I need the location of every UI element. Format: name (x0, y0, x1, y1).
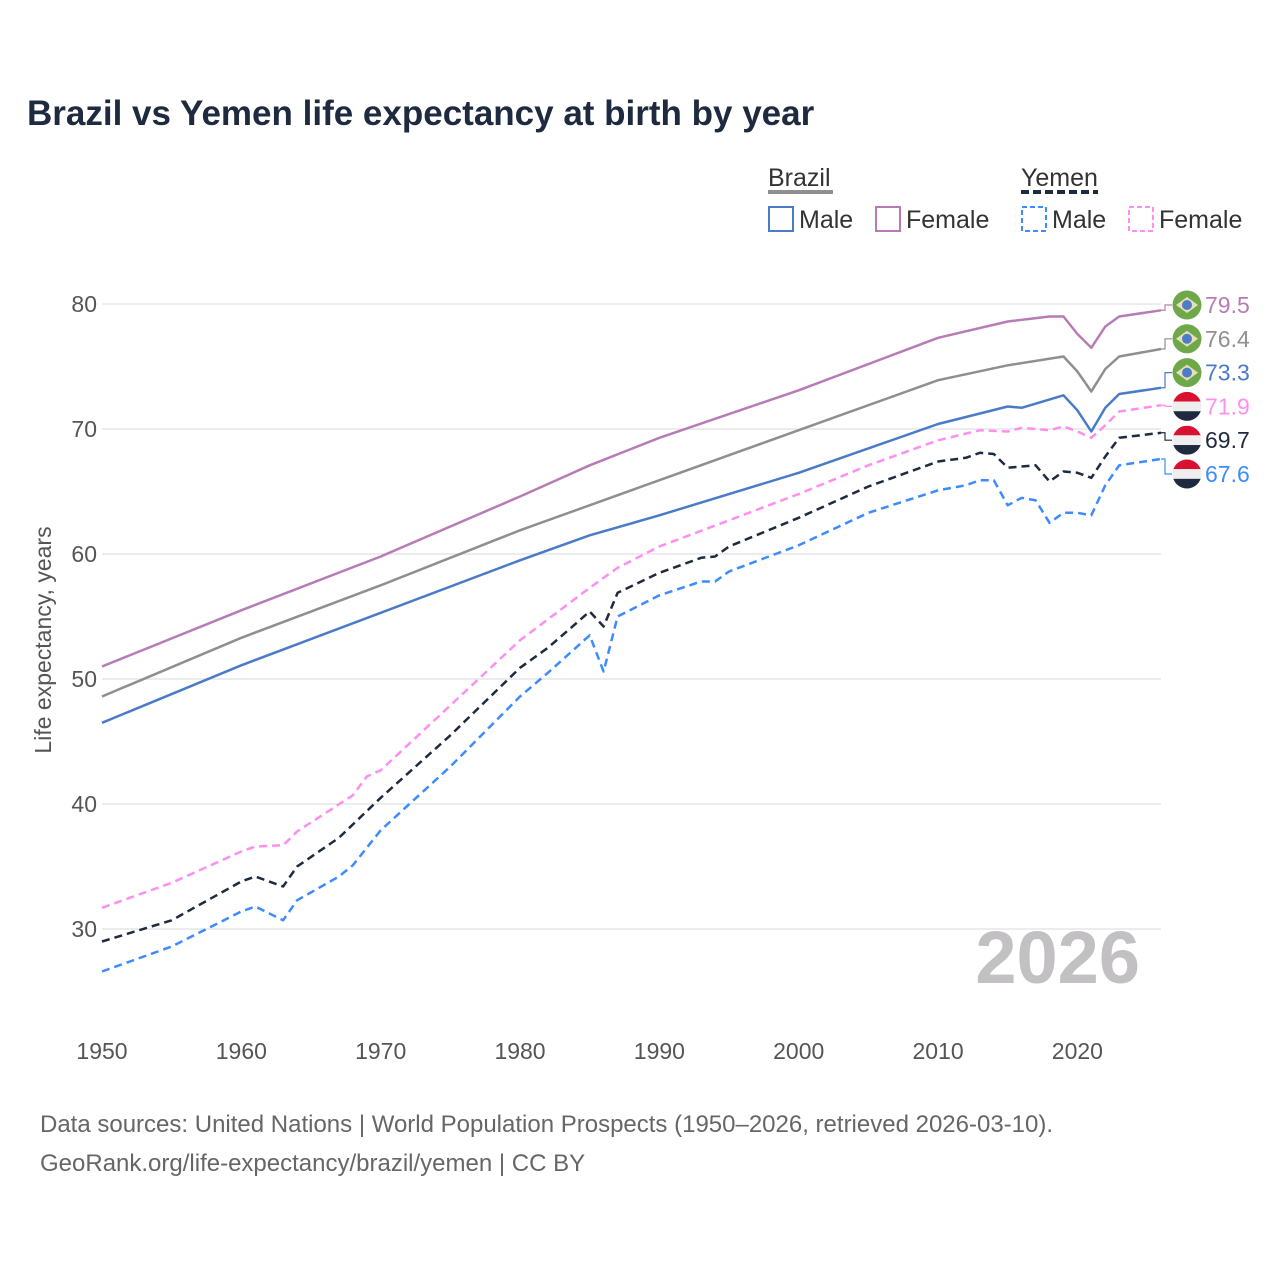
yemen-flag-icon (1172, 425, 1202, 455)
y-axis-label: Life expectancy, years (30, 526, 56, 753)
x-tick-label: 1960 (216, 1038, 267, 1064)
end-label-connector (1161, 458, 1172, 475)
legend-yemen-male-label: Male (1052, 206, 1106, 234)
y-tick-label: 30 (71, 916, 97, 942)
series-line-brazil (101, 347, 1162, 698)
end-value-label: 69.7 (1205, 427, 1250, 453)
end-labels: 79.5 76.4 73.3 71.9 69.7 67.6 (1161, 290, 1250, 489)
legend: Brazil Male Female Yemen Male Female (768, 164, 1242, 234)
axis-ticks: 30 40 50 60 70 80 1950 1960 1970 1980 1990 2000 2010… (71, 291, 1103, 1064)
legend-brazil-title: Brazil (768, 164, 831, 192)
legend-brazil-male-label: Male (799, 206, 853, 234)
y-tick-label: 50 (71, 666, 97, 692)
series-lines (101, 309, 1162, 973)
y-tick-label: 80 (71, 291, 97, 317)
end-value-label: 79.5 (1205, 292, 1250, 318)
legend-brazil-female-swatch (875, 206, 901, 232)
legend-brazil-female-label: Female (906, 206, 989, 234)
legend-yemen-title: Yemen (1021, 164, 1098, 192)
y-tick-label: 40 (71, 791, 97, 817)
series-line-yemen-female (101, 403, 1162, 909)
x-tick-label: 1950 (76, 1038, 127, 1064)
end-label-connector (1161, 372, 1172, 389)
end-value-label: 76.4 (1205, 326, 1250, 352)
year-watermark: 2026 (975, 916, 1140, 999)
end-value-label: 73.3 (1205, 360, 1250, 386)
legend-yemen-male-swatch (1021, 206, 1047, 232)
gridlines (102, 303, 1161, 930)
brazil-flag-icon (1172, 358, 1202, 388)
x-tick-label: 2020 (1052, 1038, 1103, 1064)
series-line-yemen-male (101, 457, 1162, 973)
brazil-flag-icon (1172, 324, 1202, 354)
end-value-label: 71.9 (1205, 393, 1250, 419)
end-label-connector (1161, 338, 1172, 350)
end-value-label: 67.6 (1205, 461, 1250, 487)
series-line-yemen (101, 431, 1162, 943)
y-tick-label: 60 (71, 541, 97, 567)
yemen-flag-icon (1172, 391, 1202, 421)
x-tick-label: 2010 (912, 1038, 963, 1064)
legend-yemen-female-label: Female (1159, 206, 1242, 234)
end-label-connector (1161, 432, 1172, 441)
legend-brazil-male-swatch (768, 206, 794, 232)
legend-yemen-female-swatch (1128, 206, 1154, 232)
series-line-brazil-female (101, 309, 1162, 668)
x-tick-label: 1990 (634, 1038, 685, 1064)
x-tick-label: 1970 (355, 1038, 406, 1064)
brazil-flag-icon (1172, 290, 1202, 320)
series-line-brazil-male (101, 386, 1162, 724)
x-tick-label: 1980 (494, 1038, 545, 1064)
footer-sources: Data sources: United Nations | World Pop… (40, 1111, 1054, 1138)
y-tick-label: 70 (71, 416, 97, 442)
end-label-connector (1161, 304, 1172, 311)
footer: Data sources: United Nations | World Pop… (40, 1105, 1053, 1183)
x-tick-label: 2000 (773, 1038, 824, 1064)
footer-link[interactable]: GeoRank.org/life-expectancy/brazil/yemen… (40, 1150, 586, 1177)
chart-title: Brazil vs Yemen life expectancy at birth… (27, 94, 815, 133)
yemen-flag-icon (1172, 459, 1202, 489)
end-label-connector (1161, 404, 1172, 407)
